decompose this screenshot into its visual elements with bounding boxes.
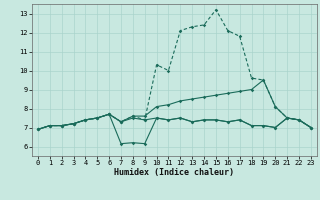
X-axis label: Humidex (Indice chaleur): Humidex (Indice chaleur): [115, 168, 234, 177]
